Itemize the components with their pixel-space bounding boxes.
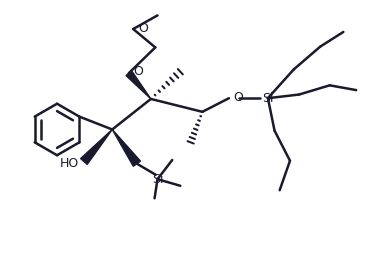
Text: O: O [233, 91, 243, 104]
Text: O: O [138, 22, 148, 35]
Polygon shape [81, 130, 112, 164]
Polygon shape [126, 71, 151, 99]
Text: HO: HO [60, 157, 79, 170]
Polygon shape [112, 130, 141, 166]
Text: Si: Si [262, 92, 274, 105]
Text: Si: Si [152, 173, 163, 186]
Text: O: O [134, 65, 144, 78]
